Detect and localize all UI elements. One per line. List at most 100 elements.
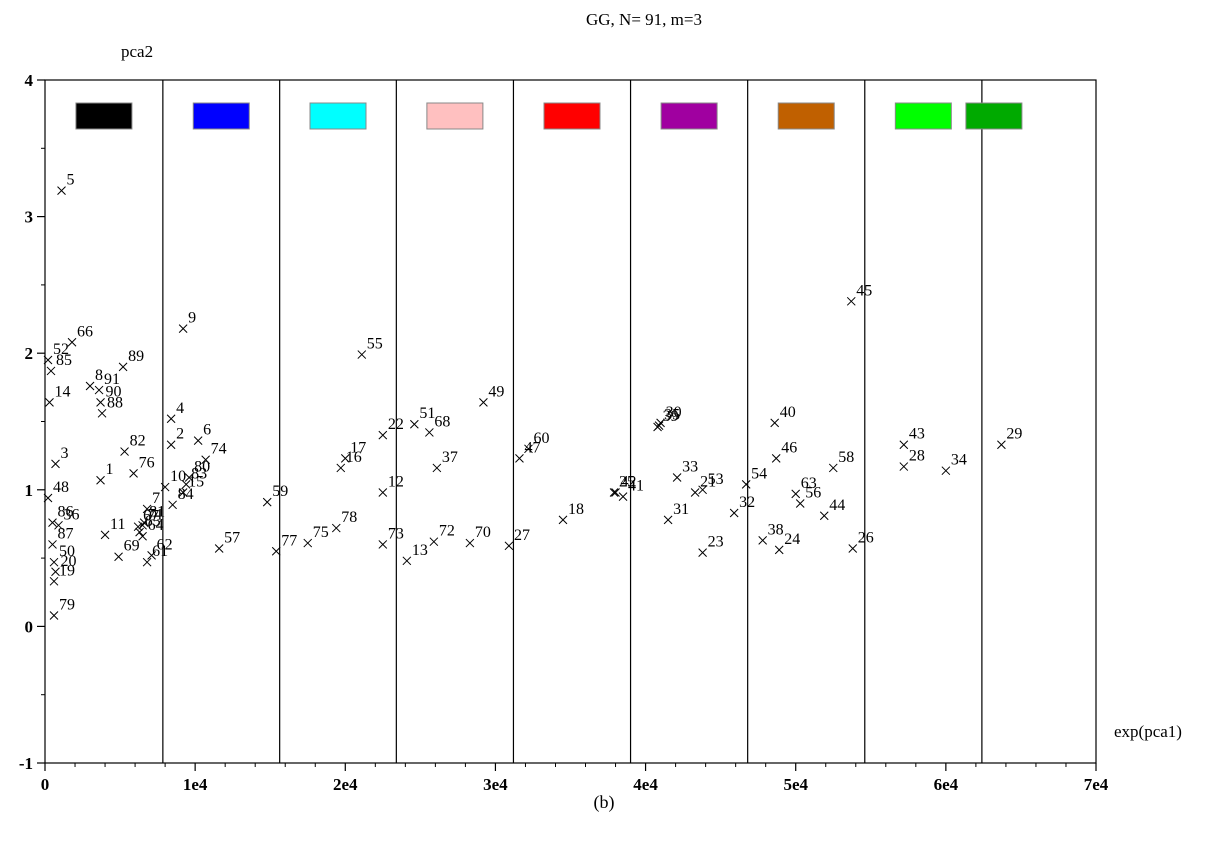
point-label: 36 — [64, 506, 80, 523]
point-label: 29 — [1006, 426, 1022, 443]
point-marker — [479, 398, 488, 407]
point-marker — [774, 545, 784, 555]
class-swatch-3 — [309, 102, 367, 130]
data-point: 20 — [51, 553, 77, 577]
data-point: 76 — [129, 454, 155, 478]
point-label: 48 — [53, 479, 69, 496]
point-label: 82 — [130, 433, 146, 450]
point-marker — [504, 541, 514, 551]
point-label: 79 — [59, 596, 75, 613]
data-point: 60 — [524, 430, 549, 454]
point-label: 12 — [388, 474, 404, 491]
class-swatch-5 — [543, 102, 601, 130]
point-marker — [48, 540, 57, 549]
data-point: 17 — [340, 439, 366, 463]
point-label: 89 — [128, 348, 144, 365]
data-point: 62 — [147, 536, 173, 560]
data-point: 89 — [118, 348, 144, 372]
data-point: 50 — [49, 543, 75, 567]
data-point: 13 — [402, 542, 428, 566]
point-marker — [357, 350, 367, 359]
point-label: 26 — [858, 530, 874, 547]
point-label: 91 — [104, 371, 120, 388]
x-tick-label: 0 — [41, 775, 50, 794]
point-label: 2 — [176, 426, 184, 443]
data-point: 12 — [378, 474, 404, 497]
data-point: 66 — [67, 323, 93, 347]
point-label: 23 — [708, 534, 724, 551]
figure-caption: (b) — [594, 792, 615, 813]
data-point: 40 — [770, 404, 796, 428]
point-marker — [139, 518, 149, 527]
point-marker — [85, 381, 95, 391]
point-label: 55 — [367, 336, 383, 353]
data-point: 61 — [142, 543, 168, 567]
point-marker — [97, 408, 107, 418]
point-label: 39 — [663, 408, 679, 425]
x-tick-label: 2e4 — [333, 775, 358, 794]
point-label: 24 — [784, 531, 800, 548]
point-label: 45 — [856, 282, 872, 299]
point-label: 84 — [178, 486, 194, 503]
y-tick-label: 3 — [25, 208, 34, 227]
point-marker — [558, 515, 568, 525]
point-marker — [48, 518, 57, 527]
point-marker — [899, 440, 909, 450]
point-label: 35 — [664, 407, 680, 424]
point-label: 28 — [909, 448, 925, 465]
point-marker — [49, 576, 59, 586]
point-label: 15 — [188, 474, 204, 491]
point-label: 60 — [533, 430, 549, 447]
point-label: 7 — [152, 490, 160, 507]
data-point: 71 — [138, 506, 164, 530]
data-point: 83 — [181, 465, 207, 489]
data-point: 39 — [653, 408, 679, 432]
point-label: 70 — [475, 524, 491, 541]
data-point: 41 — [618, 478, 644, 501]
y-tick-label: 1 — [25, 481, 34, 500]
point-marker — [819, 511, 829, 521]
point-marker — [609, 488, 619, 497]
point-label: 64 — [148, 517, 164, 534]
data-point: 77 — [271, 532, 297, 556]
point-marker — [96, 475, 105, 485]
point-marker — [160, 482, 170, 492]
data-point: 55 — [357, 336, 383, 359]
point-label: 61 — [152, 543, 168, 560]
point-label: 74 — [211, 441, 227, 458]
class-swatch-6 — [660, 102, 718, 130]
point-label: 50 — [59, 543, 75, 560]
data-point: 90 — [96, 383, 122, 407]
point-marker — [49, 557, 59, 567]
point-label: 46 — [781, 439, 797, 456]
point-label: 72 — [439, 523, 455, 540]
y-tick-label: -1 — [19, 754, 33, 773]
data-point: 45 — [846, 282, 872, 306]
data-point: 75 — [303, 524, 329, 548]
data-point: 33 — [672, 459, 698, 482]
data-point: 84 — [168, 486, 194, 510]
point-marker — [45, 398, 54, 407]
data-point: 57 — [214, 530, 240, 553]
point-label: 49 — [488, 383, 504, 400]
data-point: 9 — [178, 310, 196, 333]
point-label: 51 — [419, 405, 435, 422]
point-label: 43 — [909, 426, 925, 443]
point-marker — [465, 538, 475, 548]
point-label: 87 — [58, 525, 74, 542]
point-label: 42 — [621, 474, 637, 491]
point-label: 17 — [350, 439, 366, 456]
point-label: 1 — [106, 461, 114, 478]
data-point: 21 — [690, 474, 716, 497]
point-label: 71 — [148, 506, 164, 523]
point-label: 16 — [346, 449, 362, 466]
point-marker — [690, 488, 700, 497]
data-point: 18 — [558, 501, 584, 525]
data-point: 49 — [479, 383, 504, 407]
point-label: 63 — [801, 475, 817, 492]
point-marker — [741, 479, 751, 489]
data-point: 15 — [178, 474, 204, 497]
point-marker — [51, 567, 60, 577]
data-point: 80 — [184, 459, 210, 482]
